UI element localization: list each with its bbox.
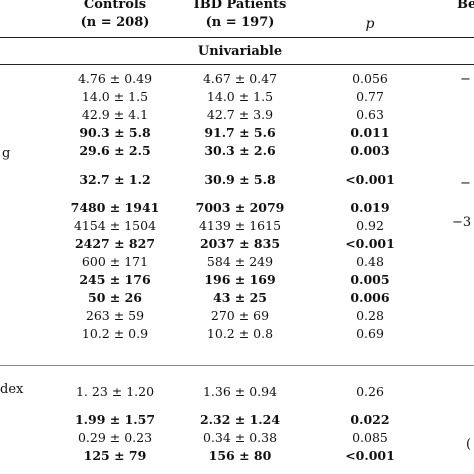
table-cell-ibd: 7003 ± 2079: [195, 200, 285, 215]
table-cell-controls: 0.29 ± 0.23: [77, 430, 153, 445]
table-cell-p: <0.001: [345, 172, 395, 187]
table-cell-controls: 263 ± 59: [85, 308, 145, 323]
table-cell-controls: 10.2 ± 0.9: [81, 326, 149, 341]
table-cell-controls: 90.3 ± 5.8: [79, 125, 151, 140]
table-cell-p: 0.92: [356, 218, 384, 233]
table-cell-controls: 125 ± 79: [83, 448, 147, 463]
table-cell-controls: 42.9 ± 4.1: [81, 107, 149, 122]
table-cell-p: 0.48: [356, 254, 384, 269]
table-cell-controls: 4154 ± 1504: [73, 218, 157, 233]
table-cell-ibd: 1.36 ± 0.94: [202, 384, 278, 399]
beta-header-cut: Be: [457, 0, 474, 12]
table-cell-p: <0.001: [345, 236, 395, 251]
table-cell-ibd: 2037 ± 835: [199, 236, 281, 251]
table-cell-p: 0.006: [350, 290, 390, 305]
beta-fragment: −: [460, 176, 471, 191]
table-cell-ibd: 30.3 ± 2.6: [204, 143, 276, 158]
table-cell-controls: 29.6 ± 2.5: [79, 143, 151, 158]
row-label-fragment: dex: [0, 382, 24, 397]
table-cell-ibd: 4.67 ± 0.47: [202, 71, 278, 86]
table-cell-p: 0.69: [356, 326, 384, 341]
table-cell-p: 0.77: [356, 89, 384, 104]
table-cell-ibd: 0.34 ± 0.38: [202, 430, 278, 445]
section-rule: [0, 64, 474, 65]
table-cell-controls: 1. 23 ± 1.20: [75, 384, 155, 399]
table-cell-p: 0.022: [350, 412, 390, 427]
header-rule: [0, 37, 474, 38]
table-cell-ibd: 10.2 ± 0.8: [206, 326, 274, 341]
table-cell-controls: 14.0 ± 1.5: [81, 89, 149, 104]
table-cell-p: 0.019: [350, 200, 390, 215]
table-cell-ibd: 4139 ± 1615: [198, 218, 282, 233]
table-cell-ibd: 42.7 ± 3.9: [206, 107, 274, 122]
controls-header: Controls: [83, 0, 147, 12]
table-cell-p: 0.28: [356, 308, 384, 323]
table-cell-ibd: 91.7 ± 5.6: [204, 125, 276, 140]
section-title: Univariable: [197, 44, 283, 59]
table-cell-p: 0.085: [352, 430, 388, 445]
table-cell-ibd: 2.32 ± 1.24: [199, 412, 281, 427]
table-cell-p: 0.005: [350, 272, 390, 287]
table-cell-p: 0.056: [352, 71, 388, 86]
ibd-n: (n = 197): [205, 15, 275, 30]
ibd-header: IBD Patients: [193, 0, 287, 12]
table-cell-p: 0.003: [350, 143, 390, 158]
table-cell-p: <0.001: [345, 448, 395, 463]
table-cell-ibd: 196 ± 169: [204, 272, 276, 287]
row-label-fragment: g: [2, 146, 11, 161]
table-cell-controls: 1.99 ± 1.57: [74, 412, 156, 427]
table-cell-controls: 4.76 ± 0.49: [77, 71, 153, 86]
table-cell-ibd: 14.0 ± 1.5: [206, 89, 274, 104]
table-cell-p: 0.26: [356, 384, 384, 399]
beta-fragment: −3: [452, 215, 472, 230]
table-cell-controls: 600 ± 171: [81, 254, 149, 269]
table-cell-ibd: 30.9 ± 5.8: [204, 172, 276, 187]
table-cell-controls: 7480 ± 1941: [70, 200, 160, 215]
controls-n: (n = 208): [80, 15, 150, 30]
table-cell-ibd: 270 ± 69: [210, 308, 270, 323]
table-cell-p: 0.011: [350, 125, 390, 140]
table-cell-ibd: 43 ± 25: [213, 290, 267, 305]
table-cell-p: 0.63: [356, 107, 384, 122]
p-header: p: [365, 16, 375, 32]
beta-fragment: (: [466, 437, 472, 452]
beta-fragment: −: [460, 72, 471, 87]
table-cell-ibd: 156 ± 80: [208, 448, 272, 463]
group-divider: [0, 365, 474, 366]
table-cell-controls: 32.7 ± 1.2: [79, 172, 151, 187]
table-cell-controls: 245 ± 176: [79, 272, 151, 287]
table-cell-ibd: 584 ± 249: [206, 254, 274, 269]
table-cell-controls: 2427 ± 827: [74, 236, 156, 251]
table-cell-controls: 50 ± 26: [88, 290, 142, 305]
